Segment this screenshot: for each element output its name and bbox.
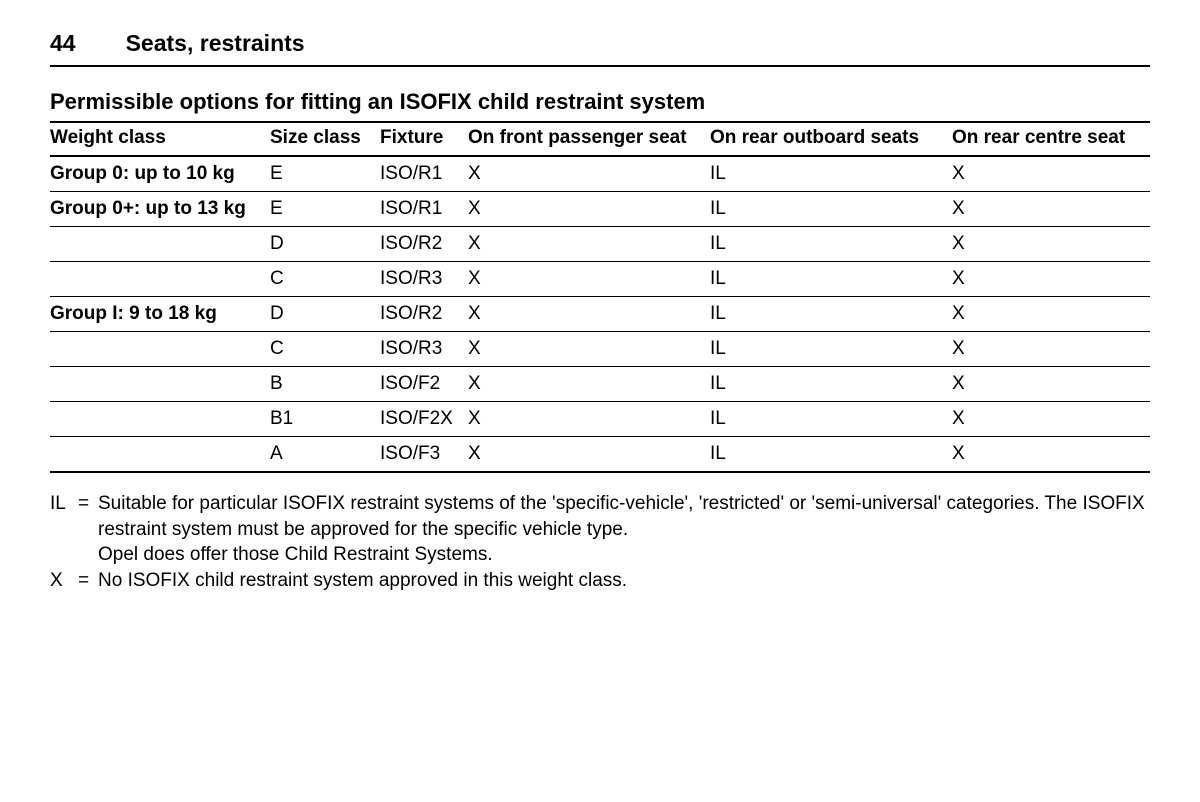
legend-text: No ISOFIX child restraint system approve… [98, 568, 1150, 594]
table-row: CISO/R3XILX [50, 332, 1150, 367]
table-cell: IL [710, 367, 952, 402]
table-row: B1ISO/F2XXILX [50, 402, 1150, 437]
table-cell: X [468, 192, 710, 227]
legend-text: Opel does offer those Child Restraint Sy… [98, 542, 1150, 568]
table-title: Permissible options for fitting an ISOFI… [50, 89, 1150, 115]
table-cell: X [952, 437, 1150, 473]
table-cell [50, 227, 270, 262]
table-cell: X [468, 227, 710, 262]
table-cell: X [952, 262, 1150, 297]
table-cell: X [468, 437, 710, 473]
table-cell: ISO/R2 [380, 227, 468, 262]
table-cell [50, 402, 270, 437]
isofix-table: Weight classSize classFixtureOn front pa… [50, 121, 1150, 473]
page-header: 44 Seats, restraints [50, 30, 1150, 57]
table-cell: ISO/R3 [380, 262, 468, 297]
table-cell: ISO/F2X [380, 402, 468, 437]
table-cell: D [270, 297, 380, 332]
table-cell: X [952, 192, 1150, 227]
table-cell: X [468, 402, 710, 437]
page: 44 Seats, restraints Permissible options… [0, 0, 1200, 802]
table-cell: X [952, 227, 1150, 262]
table-header-cell: On rear centre seat [952, 122, 1150, 156]
table-cell: IL [710, 332, 952, 367]
table-cell: A [270, 437, 380, 473]
table-cell: IL [710, 192, 952, 227]
table-cell [50, 367, 270, 402]
table-cell [50, 332, 270, 367]
table-cell: IL [710, 402, 952, 437]
table-cell: X [468, 332, 710, 367]
table-cell: X [468, 262, 710, 297]
table-cell: ISO/R1 [380, 192, 468, 227]
table-cell: ISO/R3 [380, 332, 468, 367]
table-row: Group 0: up to 10 kgEISO/R1XILX [50, 156, 1150, 192]
table-row: Group 0+: up to 13 kgEISO/R1XILX [50, 192, 1150, 227]
table-cell: Group I: 9 to 18 kg [50, 297, 270, 332]
table-header-cell: Weight class [50, 122, 270, 156]
legend-equals: = [78, 568, 98, 594]
table-header-cell: Fixture [380, 122, 468, 156]
table-cell: ISO/F3 [380, 437, 468, 473]
table-cell: IL [710, 297, 952, 332]
table-row: DISO/R2XILX [50, 227, 1150, 262]
table-cell: IL [710, 156, 952, 192]
legend-row: Opel does offer those Child Restraint Sy… [50, 542, 1150, 568]
table-cell: Group 0+: up to 13 kg [50, 192, 270, 227]
table-head: Weight classSize classFixtureOn front pa… [50, 122, 1150, 156]
header-rule [50, 65, 1150, 67]
table-cell [50, 262, 270, 297]
legend-equals: = [78, 491, 98, 517]
legend-key: X [50, 568, 78, 594]
table-cell: C [270, 262, 380, 297]
table-cell: ISO/F2 [380, 367, 468, 402]
legend-key: IL [50, 491, 78, 517]
table-header-row: Weight classSize classFixtureOn front pa… [50, 122, 1150, 156]
table-cell: X [952, 402, 1150, 437]
legend: IL=Suitable for particular ISOFIX restra… [50, 491, 1150, 594]
table-header-cell: On front passenger seat [468, 122, 710, 156]
table-row: CISO/R3XILX [50, 262, 1150, 297]
section-title: Seats, restraints [126, 30, 305, 57]
table-cell [50, 437, 270, 473]
table-cell: B [270, 367, 380, 402]
page-number: 44 [50, 30, 76, 57]
table-header-cell: On rear outboard seats [710, 122, 952, 156]
table-cell: X [952, 156, 1150, 192]
table-cell: IL [710, 437, 952, 473]
table-row: Group I: 9 to 18 kgDISO/R2XILX [50, 297, 1150, 332]
table-cell: E [270, 192, 380, 227]
table-header-cell: Size class [270, 122, 380, 156]
table-cell: B1 [270, 402, 380, 437]
table-cell: IL [710, 262, 952, 297]
table-cell: X [468, 297, 710, 332]
table-cell: X [468, 156, 710, 192]
legend-row: X=No ISOFIX child restraint system appro… [50, 568, 1150, 594]
table-body: Group 0: up to 10 kgEISO/R1XILXGroup 0+:… [50, 156, 1150, 472]
table-cell: X [468, 367, 710, 402]
table-cell: X [952, 332, 1150, 367]
table-cell: IL [710, 227, 952, 262]
legend-row: IL=Suitable for particular ISOFIX restra… [50, 491, 1150, 542]
table-cell: C [270, 332, 380, 367]
table-cell: X [952, 297, 1150, 332]
table-cell: E [270, 156, 380, 192]
table-cell: D [270, 227, 380, 262]
table-row: BISO/F2XILX [50, 367, 1150, 402]
table-cell: ISO/R1 [380, 156, 468, 192]
table-cell: Group 0: up to 10 kg [50, 156, 270, 192]
legend-text: Suitable for particular ISOFIX restraint… [98, 491, 1150, 542]
table-cell: ISO/R2 [380, 297, 468, 332]
table-cell: X [952, 367, 1150, 402]
table-row: AISO/F3XILX [50, 437, 1150, 473]
